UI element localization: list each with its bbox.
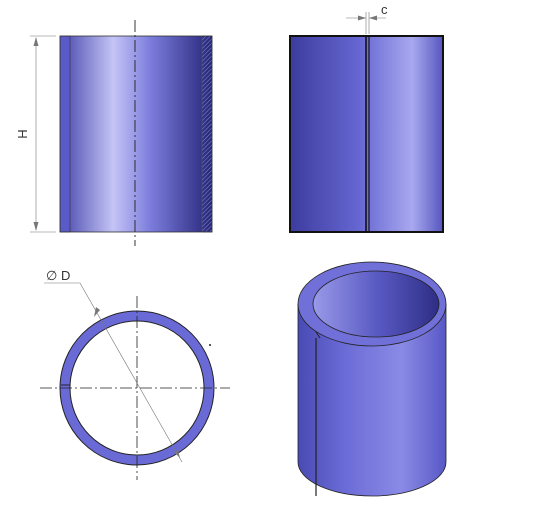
isometric-view [297,261,447,497]
small-dot [209,344,211,346]
iso-split-line-rim [315,331,321,339]
side-view [289,35,444,233]
front-section-hatch [201,35,213,233]
height-label: H [15,129,30,138]
diameter-dimension: ∅ D [44,268,183,463]
top-view-ring [40,296,230,480]
iso-bore [312,270,440,338]
front-body [60,36,212,232]
gap-label: c [381,2,388,17]
diameter-symbol: ∅ [46,268,57,283]
gap-dimension: c [346,2,388,34]
front-outline [59,35,213,233]
diameter-label: D [61,268,70,283]
front-left-edge-band [59,35,71,233]
front-view [59,20,213,246]
height-dimension: H [15,35,56,233]
iso-body [297,303,447,497]
